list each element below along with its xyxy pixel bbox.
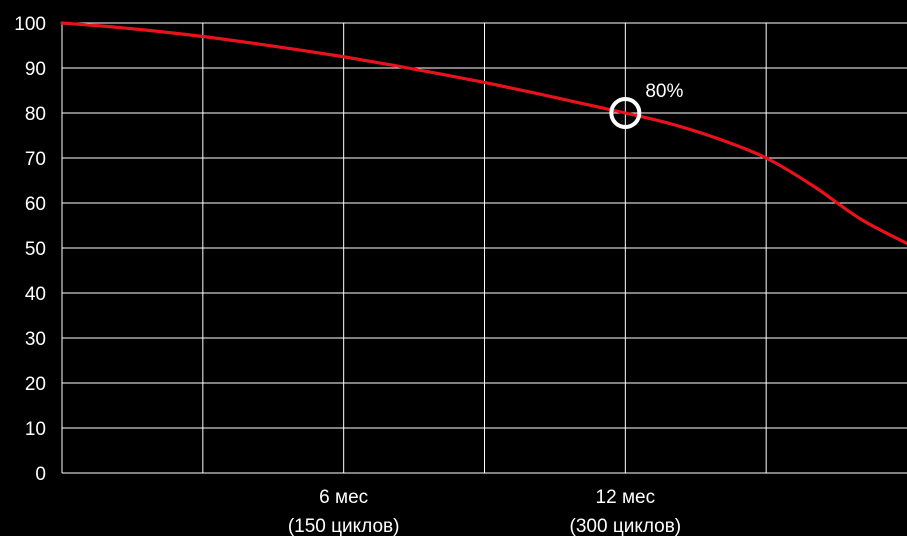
- y-tick-label: 80: [25, 104, 46, 125]
- y-tick-label: 20: [25, 374, 46, 395]
- y-tick-label: 60: [25, 194, 46, 215]
- x-tick-label: (150 циклов): [288, 516, 400, 536]
- y-tick-label: 30: [25, 329, 46, 350]
- y-tick-label: 10: [25, 419, 46, 440]
- x-tick-label: 12 мес: [596, 487, 656, 508]
- y-axis-ticks: 0 10 20 30 40 50 60 70 80 90 100: [14, 14, 46, 485]
- y-tick-label: 0: [35, 464, 46, 485]
- x-axis-ticks: 6 мес (150 циклов) 12 мес (300 циклов): [288, 487, 681, 536]
- x-tick-label: (300 циклов): [570, 516, 682, 536]
- annotations: 80%: [611, 81, 683, 127]
- grid: [62, 23, 907, 473]
- y-tick-label: 40: [25, 284, 46, 305]
- annotation-label: 80%: [645, 81, 683, 102]
- x-tick-label: 6 мес: [319, 487, 368, 508]
- y-tick-label: 70: [25, 149, 46, 170]
- y-tick-label: 100: [14, 14, 46, 35]
- y-tick-label: 90: [25, 59, 46, 80]
- y-tick-label: 50: [25, 239, 46, 260]
